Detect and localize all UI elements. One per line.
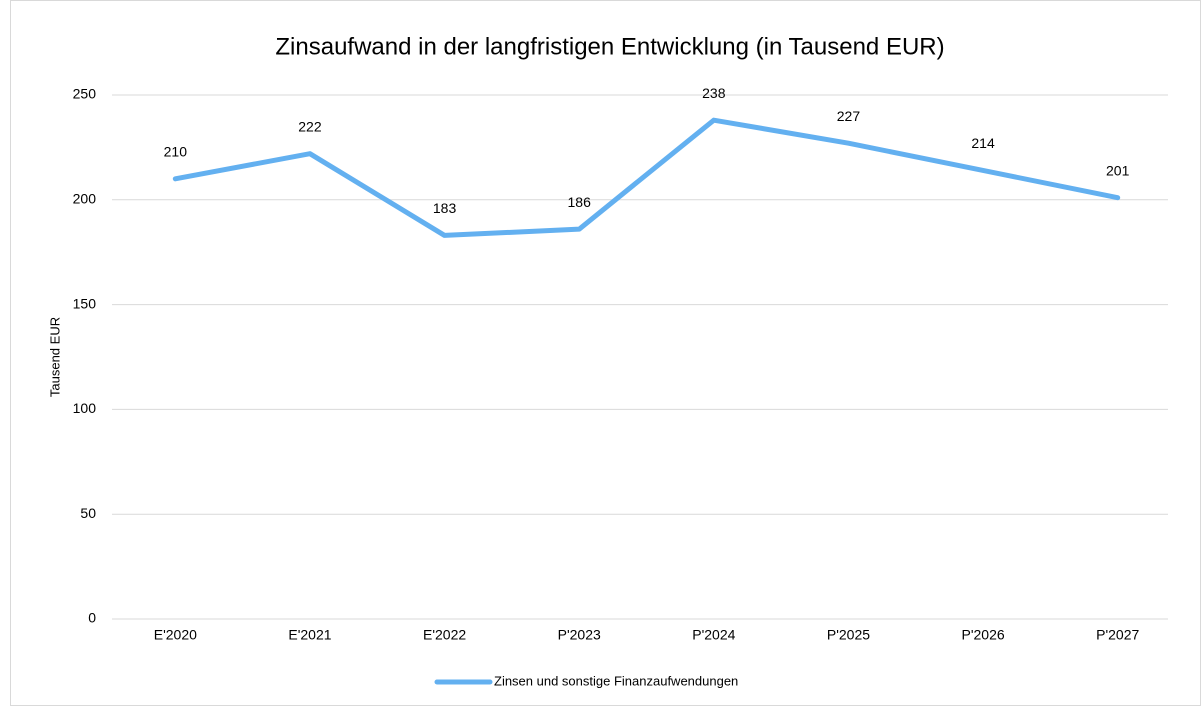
x-tick-label: P'2025 <box>827 627 870 643</box>
data-label: 186 <box>568 194 592 210</box>
data-label: 210 <box>164 144 188 160</box>
y-tick-label: 150 <box>73 295 97 311</box>
y-tick-label: 100 <box>73 400 97 416</box>
data-label: 222 <box>298 118 322 134</box>
y-tick-label: 0 <box>88 610 96 626</box>
chart-title: Zinsaufwand in der langfristigen Entwick… <box>275 33 944 60</box>
x-tick-label: P'2024 <box>692 627 735 643</box>
x-tick-label: P'2026 <box>961 627 1004 643</box>
data-label: 201 <box>1106 162 1130 178</box>
y-tick-label: 250 <box>73 86 97 102</box>
x-tick-label: P'2023 <box>558 627 601 643</box>
y-tick-label: 200 <box>73 191 97 207</box>
y-axis-label: Tausend EUR <box>47 317 62 397</box>
data-label: 227 <box>837 108 861 124</box>
data-line <box>172 117 1121 238</box>
x-tick-label: E'2022 <box>423 627 466 643</box>
x-tick-label: P'2027 <box>1096 627 1139 643</box>
data-label: 238 <box>702 85 726 101</box>
legend-label: Zinsen und sonstige Finanzaufwendungen <box>494 673 738 688</box>
x-tick-label: E'2021 <box>288 627 331 643</box>
data-label: 214 <box>971 135 995 151</box>
chart-frame <box>10 0 1201 706</box>
x-tick-label: E'2020 <box>154 627 197 643</box>
y-tick-label: 50 <box>80 505 96 521</box>
data-label: 183 <box>433 200 457 216</box>
